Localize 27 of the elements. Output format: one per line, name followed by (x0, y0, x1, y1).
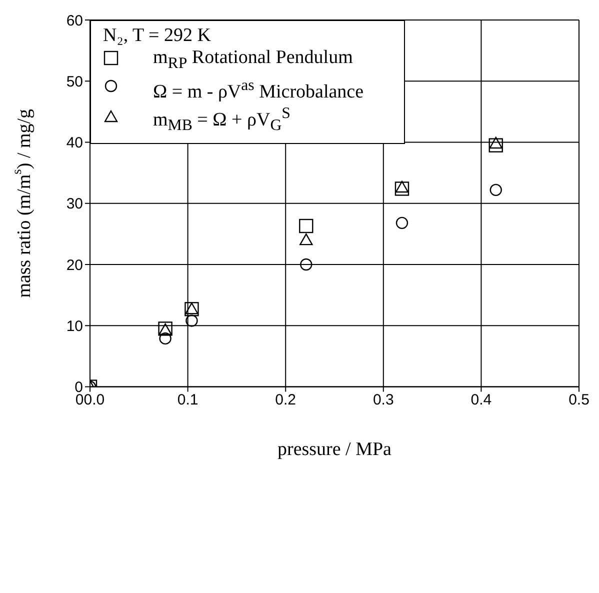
point (489, 136, 502, 149)
y-tick-label: 30 (66, 196, 83, 213)
x-tick-label: 0.5 (568, 391, 590, 408)
x-tick-label: 0.4 (470, 391, 492, 408)
y-tick-label: 50 (66, 73, 83, 90)
point (299, 218, 314, 234)
x-tick-label: 0.2 (275, 391, 296, 408)
point (300, 258, 312, 271)
point (396, 216, 408, 230)
x-tick-label: 0.1 (177, 391, 198, 408)
point (186, 314, 198, 327)
point (394, 182, 410, 196)
y-tick-label: 60 (66, 12, 83, 30)
x-axis-title: pressure / MPa (278, 438, 392, 460)
y-tick-label: 40 (66, 134, 83, 152)
legend-label: m$_{RP}$ Rotational Pendulum (153, 47, 353, 74)
point (395, 180, 409, 193)
x-tick-label: 00.0 (75, 391, 105, 408)
point (488, 138, 503, 152)
legend-title: N₂, T = 292 K (103, 25, 212, 47)
legend-label: Ω = m - ρV$^{as}$ Microbalance (153, 76, 364, 104)
point (159, 332, 172, 345)
y-tick-label: 10 (66, 318, 83, 335)
point (490, 184, 502, 196)
point (300, 233, 313, 246)
x-tick-label: 0.3 (372, 391, 394, 408)
y-tick-label: 20 (66, 256, 83, 274)
